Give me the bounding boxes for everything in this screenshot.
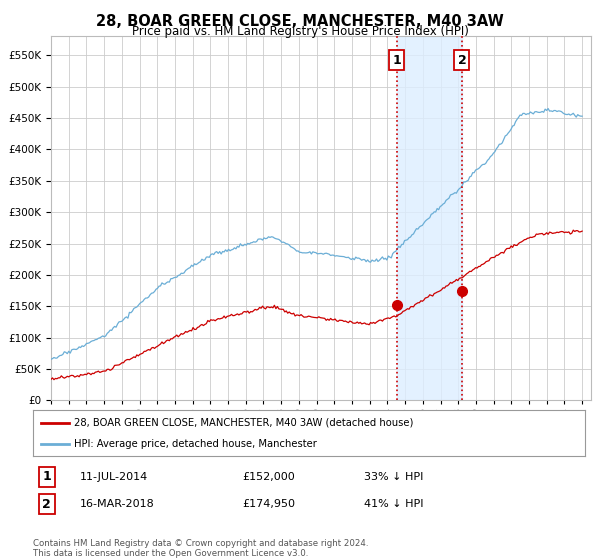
Text: 1: 1 — [43, 470, 51, 483]
Text: 2: 2 — [43, 498, 51, 511]
Text: 2: 2 — [458, 54, 466, 67]
Text: 11-JUL-2014: 11-JUL-2014 — [80, 472, 148, 482]
Text: HPI: Average price, detached house, Manchester: HPI: Average price, detached house, Manc… — [74, 439, 317, 449]
Text: 33% ↓ HPI: 33% ↓ HPI — [364, 472, 424, 482]
Text: 41% ↓ HPI: 41% ↓ HPI — [364, 499, 424, 509]
Text: £174,950: £174,950 — [243, 499, 296, 509]
Text: 1: 1 — [392, 54, 401, 67]
Text: 16-MAR-2018: 16-MAR-2018 — [80, 499, 155, 509]
Text: Contains HM Land Registry data © Crown copyright and database right 2024.
This d: Contains HM Land Registry data © Crown c… — [33, 539, 368, 558]
Text: £152,000: £152,000 — [243, 472, 296, 482]
Bar — [397, 36, 462, 400]
Text: 28, BOAR GREEN CLOSE, MANCHESTER, M40 3AW (detached house): 28, BOAR GREEN CLOSE, MANCHESTER, M40 3A… — [74, 418, 414, 428]
Text: Price paid vs. HM Land Registry's House Price Index (HPI): Price paid vs. HM Land Registry's House … — [131, 25, 469, 38]
Text: 28, BOAR GREEN CLOSE, MANCHESTER, M40 3AW: 28, BOAR GREEN CLOSE, MANCHESTER, M40 3A… — [96, 14, 504, 29]
